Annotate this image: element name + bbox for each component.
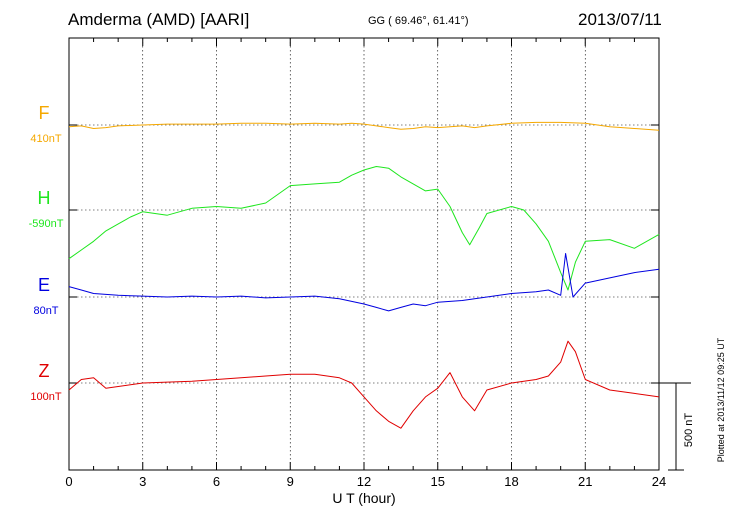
- geographic-coordinates: GG ( 69.46°, 61.41°): [368, 15, 469, 27]
- series-z-line: [68, 340, 660, 429]
- series-h-line: [68, 166, 660, 291]
- x-tick-label: 9: [287, 474, 294, 489]
- scale-bar: 500 nT: [655, 382, 695, 471]
- series-h-baseline: -590nT: [29, 218, 64, 230]
- series-e-baseline: 80nT: [33, 305, 58, 317]
- series-f-baseline: 410nT: [30, 133, 61, 145]
- x-tick-label: 15: [431, 474, 445, 489]
- x-axis-label: U T (hour): [332, 490, 395, 506]
- scale-bar-label: 500 nT: [683, 413, 695, 448]
- series-h-label: H: [38, 188, 51, 208]
- x-tick-label: 21: [578, 474, 592, 489]
- series-z-label: Z: [39, 361, 50, 381]
- series-z-baseline: 100nT: [30, 391, 61, 403]
- x-tick-label: 6: [213, 474, 220, 489]
- x-tick-label: 24: [652, 474, 666, 489]
- x-tick-label: 3: [139, 474, 146, 489]
- series-f-line: [68, 121, 660, 131]
- station-title: Amderma (AMD) [AARI]: [68, 10, 250, 29]
- x-tick-label: 12: [357, 474, 371, 489]
- x-ticks: 0 3 6 9 12 15 18 21 24: [65, 38, 666, 489]
- grid: [69, 38, 659, 470]
- plotted-timestamp: Plotted at 2013/11/12 09:25 UT: [716, 337, 726, 462]
- series-f-label: F: [39, 103, 50, 123]
- series-layer: [68, 121, 660, 429]
- series-e-line: [68, 253, 660, 312]
- x-tick-label: 18: [504, 474, 518, 489]
- series-e-label: E: [38, 275, 50, 295]
- x-tick-label: 0: [65, 474, 72, 489]
- date-label: 2013/07/11: [578, 10, 662, 29]
- channel-labels: F 410nT H -590nT E 80nT Z 100nT: [29, 103, 64, 403]
